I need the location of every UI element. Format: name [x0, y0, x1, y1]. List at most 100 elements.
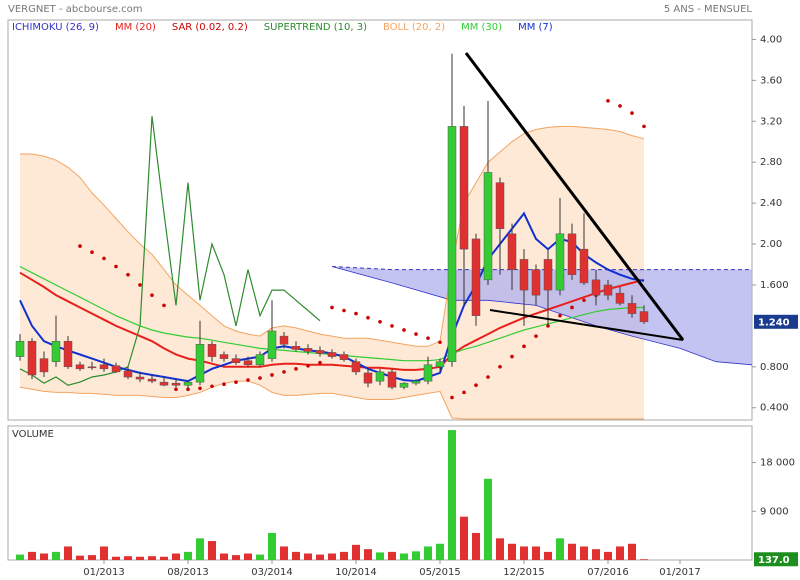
volume-bar — [628, 543, 636, 560]
candle-body — [15, 340, 25, 357]
candle-body — [99, 364, 109, 370]
candle-body — [339, 354, 349, 360]
volume-bar — [544, 551, 552, 560]
sar-dot — [234, 380, 238, 384]
volume-bar — [580, 546, 588, 560]
last-value-label: 1.240 — [758, 317, 790, 328]
candle-body — [363, 372, 373, 384]
volume-title: VOLUME — [12, 429, 54, 440]
y-tick-label: 2.80 — [760, 157, 782, 168]
candle-body — [27, 340, 37, 376]
sar-dot — [582, 298, 586, 303]
volume-bar — [568, 543, 576, 560]
sar-dot — [198, 386, 202, 391]
x-tick-label: 10/2014 — [335, 567, 377, 578]
sar-dot — [606, 99, 610, 103]
volume-bar — [160, 556, 168, 560]
candle-body — [111, 365, 121, 373]
y-tick-label: 4.00 — [760, 34, 782, 45]
legend-entry: MM (30) — [461, 22, 502, 33]
sar-dot — [546, 324, 550, 328]
volume-bar — [484, 478, 492, 560]
sar-dot — [642, 124, 646, 129]
price-panel — [7, 19, 753, 421]
candle-body — [135, 376, 145, 380]
volume-bar — [352, 544, 360, 560]
x-tick-label: 05/2015 — [419, 567, 461, 578]
legend-entry: MM (7) — [518, 22, 553, 33]
volume-bar — [196, 538, 204, 560]
candle-body — [39, 358, 49, 373]
candle-body — [123, 370, 133, 378]
volume-bar — [28, 551, 36, 560]
sar-dot — [414, 332, 418, 336]
ichimoku-span-b — [331, 266, 753, 366]
volume-bar — [424, 546, 432, 560]
sar-dot — [210, 384, 214, 389]
candle-body — [471, 238, 481, 316]
sar-dot — [222, 382, 226, 386]
candle-body — [351, 361, 361, 373]
volume-bar — [172, 553, 180, 560]
y-tick-label: 3.60 — [760, 75, 782, 86]
sar-dot — [138, 283, 142, 287]
volume-bar — [184, 551, 192, 560]
indicator-line — [19, 271, 645, 371]
volume-bar — [532, 546, 540, 560]
candle-body — [519, 259, 529, 291]
candle-body — [231, 358, 241, 363]
candle-body — [447, 126, 457, 362]
volume-bar — [436, 543, 444, 560]
volume-bar — [328, 553, 336, 560]
sar-dot — [294, 367, 298, 371]
candle-body — [459, 126, 469, 250]
candle-body — [207, 344, 217, 357]
candle-body — [507, 233, 517, 270]
sar-dot — [150, 293, 154, 297]
candle-body — [279, 335, 289, 345]
x-tick-label: 03/2014 — [251, 567, 293, 578]
sar-dot — [426, 336, 430, 340]
sar-dot — [570, 305, 574, 310]
sar-dot — [618, 104, 622, 108]
bollinger-upper — [20, 125, 645, 347]
volume-bar — [472, 532, 480, 560]
sar-dot — [510, 354, 514, 359]
sar-dot — [90, 250, 94, 255]
sar-dot — [174, 387, 178, 392]
candle-body — [423, 364, 433, 382]
sar-dot — [162, 303, 166, 308]
volume-bar — [244, 553, 252, 560]
volume-bar — [448, 430, 456, 560]
candle-body — [411, 380, 421, 384]
volume-bar — [88, 555, 96, 560]
indicator-line — [19, 116, 321, 386]
volume-bar — [604, 551, 612, 560]
y-tick-label: 0.400 — [760, 403, 789, 414]
sar-dot — [246, 378, 250, 382]
sar-dot — [522, 344, 526, 349]
candle-body — [627, 303, 637, 314]
candle-body — [603, 284, 613, 296]
legend-entry: MM (20) — [115, 22, 156, 33]
volume-bar — [316, 554, 324, 560]
volume-bar — [76, 555, 84, 560]
sar-dot — [498, 365, 502, 369]
candle-body — [291, 346, 301, 350]
candle-body — [327, 352, 337, 357]
x-tick-label: 12/2015 — [503, 567, 545, 578]
x-tick-label: 07/2016 — [587, 567, 629, 578]
candle-body — [591, 279, 601, 296]
sar-dot — [378, 319, 382, 324]
volume-bar — [556, 538, 564, 560]
x-tick-label: 08/2013 — [167, 567, 209, 578]
volume-bar — [280, 546, 288, 560]
candle-body — [183, 381, 193, 386]
volume-bar — [100, 546, 108, 560]
volume-bar — [640, 559, 648, 560]
volume-bar — [112, 556, 120, 560]
legend-entry: SUPERTREND (10, 3) — [264, 22, 367, 33]
volume-bar — [64, 546, 72, 560]
sar-dot — [486, 375, 490, 379]
